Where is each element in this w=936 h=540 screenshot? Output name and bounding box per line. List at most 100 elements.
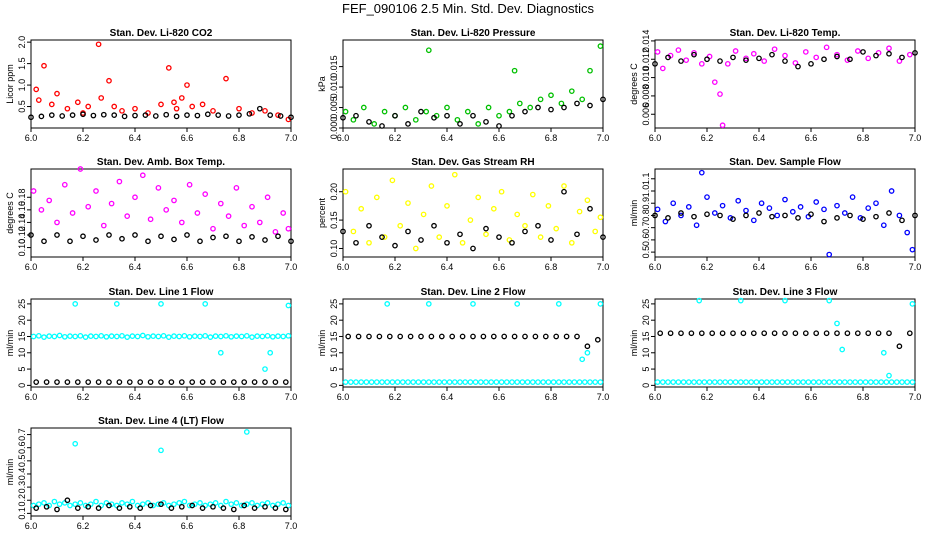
data-point: [722, 379, 729, 385]
data-point: [594, 336, 601, 343]
data-point: [54, 219, 60, 226]
data-point: [74, 379, 81, 385]
data-point: [272, 505, 279, 511]
data-point: [579, 356, 586, 363]
data-point: [836, 379, 843, 385]
data-point: [165, 65, 172, 71]
data-point: [223, 332, 229, 339]
data-point: [717, 379, 723, 385]
data-point: [782, 52, 788, 59]
series-line1-samples: [30, 301, 292, 372]
data-point: [834, 202, 840, 209]
data-point: [145, 238, 151, 245]
data-point: [548, 106, 554, 113]
data-point: [418, 108, 424, 115]
data-point: [826, 379, 833, 385]
x-tick-label: 6.8: [233, 262, 246, 272]
data-point: [717, 91, 723, 97]
data-point: [704, 56, 710, 63]
data-point: [711, 379, 718, 385]
data-point: [124, 213, 131, 219]
x-tick-label: 6.6: [805, 392, 818, 402]
y-tick-label: 0.015: [329, 55, 339, 78]
panel-title: Stan. Dev. Li-820 CO2: [110, 28, 213, 39]
data-point: [33, 505, 40, 511]
data-point: [236, 105, 242, 112]
data-point: [483, 231, 489, 238]
data-point: [685, 379, 692, 385]
x-tick-label: 6.8: [233, 521, 246, 531]
data-point: [449, 333, 456, 340]
data-point: [584, 349, 591, 356]
data-point: [98, 95, 105, 101]
data-point: [782, 58, 788, 64]
y-tick-label: 0.005: [329, 96, 339, 119]
data-point: [69, 112, 76, 118]
data-point: [514, 379, 521, 385]
data-point: [566, 379, 573, 385]
data-point: [249, 203, 255, 210]
data-point: [256, 219, 263, 226]
x-tick-label: 6.6: [181, 521, 194, 531]
data-point: [171, 197, 177, 204]
data-point: [498, 379, 505, 385]
data-point: [186, 502, 193, 509]
data-point: [272, 229, 279, 235]
series-line2-samples: [342, 301, 604, 385]
series-samples: [33, 41, 292, 123]
data-point: [587, 102, 593, 109]
data-point: [873, 52, 879, 59]
panel-title: Stan. Dev. Line 2 Flow: [421, 287, 526, 298]
data-point: [792, 60, 799, 66]
data-point: [288, 238, 294, 245]
data-point: [215, 112, 222, 118]
data-point: [457, 121, 463, 127]
data-point: [483, 379, 489, 385]
data-point: [165, 334, 172, 340]
x-tick-label: 7.0: [285, 133, 298, 143]
y-axis-label: percent: [317, 197, 327, 228]
data-point: [436, 234, 443, 240]
data-point: [280, 210, 287, 216]
data-point: [366, 222, 372, 229]
data-point: [389, 177, 396, 184]
x-tick-label: 6.8: [857, 133, 870, 143]
data-point: [665, 379, 671, 385]
data-point: [849, 194, 856, 200]
data-point: [561, 104, 567, 111]
data-point: [256, 105, 263, 112]
data-point: [769, 379, 775, 385]
data-point: [35, 501, 42, 508]
data-point: [228, 333, 235, 340]
data-point: [756, 55, 762, 62]
data-point: [732, 48, 739, 54]
data-point: [553, 333, 560, 340]
data-point: [340, 114, 346, 121]
data-point: [857, 379, 864, 385]
data-point: [111, 103, 118, 110]
data-point: [696, 297, 703, 304]
data-point: [576, 208, 583, 215]
panel-line1-flow: Stan. Dev. Line 1 Flow 6.0 6.2 6.4 6.6 6.8 7.0…: [5, 287, 297, 402]
data-point: [119, 332, 125, 339]
data-point: [147, 379, 154, 385]
data-point: [815, 379, 822, 385]
data-point: [121, 113, 128, 120]
data-point: [652, 60, 658, 67]
panel-line4-flow: Stan. Dev. Line 4 (LT) Flow 6.0 6.2 6.4 6.6 6…: [5, 416, 297, 531]
data-point: [340, 228, 346, 235]
data-point: [113, 301, 120, 307]
data-point: [158, 301, 164, 307]
data-point: [654, 379, 661, 385]
data-point: [571, 379, 578, 385]
plot-frame: [30, 39, 292, 129]
data-point: [64, 379, 71, 385]
data-point: [834, 53, 840, 60]
data-point: [597, 379, 604, 385]
panel-sample-flow: Stan. Dev. Sample Flow 6.0 6.2 6.4 6.6 6.8 7.0…: [629, 157, 921, 272]
data-point: [233, 500, 240, 506]
data-point: [204, 111, 211, 118]
data-point: [711, 79, 718, 86]
data-point: [597, 301, 604, 307]
data-point: [548, 237, 554, 243]
